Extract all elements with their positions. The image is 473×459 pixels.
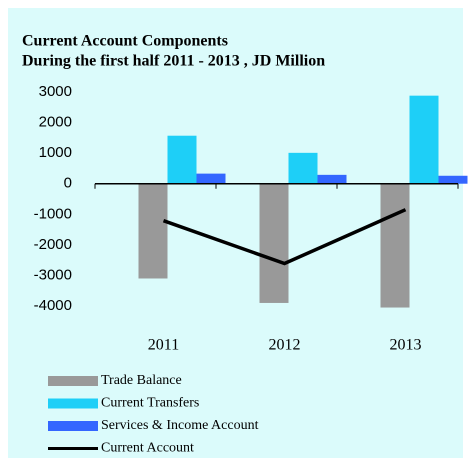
y-tick-label: -2000 bbox=[34, 236, 72, 253]
legend-label: Current Transfers bbox=[101, 396, 199, 411]
x-tick-label: 2013 bbox=[390, 337, 422, 354]
y-tick-label: -1000 bbox=[34, 205, 72, 222]
legend-swatch bbox=[48, 421, 98, 431]
y-tick-label: 0 bbox=[64, 175, 72, 192]
y-tick-label: -4000 bbox=[34, 297, 72, 314]
bar bbox=[138, 183, 168, 279]
bar bbox=[259, 183, 289, 303]
bar bbox=[438, 175, 468, 184]
bar bbox=[380, 183, 410, 308]
y-tick-label: -3000 bbox=[34, 266, 72, 283]
y-tick-label: 2000 bbox=[39, 114, 72, 131]
legend-swatch bbox=[48, 376, 98, 386]
line-series bbox=[162, 208, 407, 266]
legend-label: Trade Balance bbox=[101, 373, 182, 388]
bar bbox=[167, 135, 197, 184]
chart-title: Current Account Components bbox=[22, 33, 228, 50]
legend-label: Services & Income Account bbox=[101, 418, 259, 433]
legend-label: Current Account bbox=[101, 441, 194, 456]
x-tick-label: 2012 bbox=[269, 337, 301, 354]
y-tick-label: 1000 bbox=[39, 144, 72, 161]
bar bbox=[288, 152, 318, 184]
chart-subtitle: During the first half 2011 - 2013 , JD M… bbox=[22, 53, 325, 70]
legend-swatch bbox=[48, 398, 98, 409]
x-tick-label: 2011 bbox=[148, 337, 179, 354]
y-tick-label: 3000 bbox=[39, 83, 72, 100]
bar bbox=[196, 173, 226, 184]
bar bbox=[409, 95, 439, 184]
bar bbox=[317, 174, 347, 184]
